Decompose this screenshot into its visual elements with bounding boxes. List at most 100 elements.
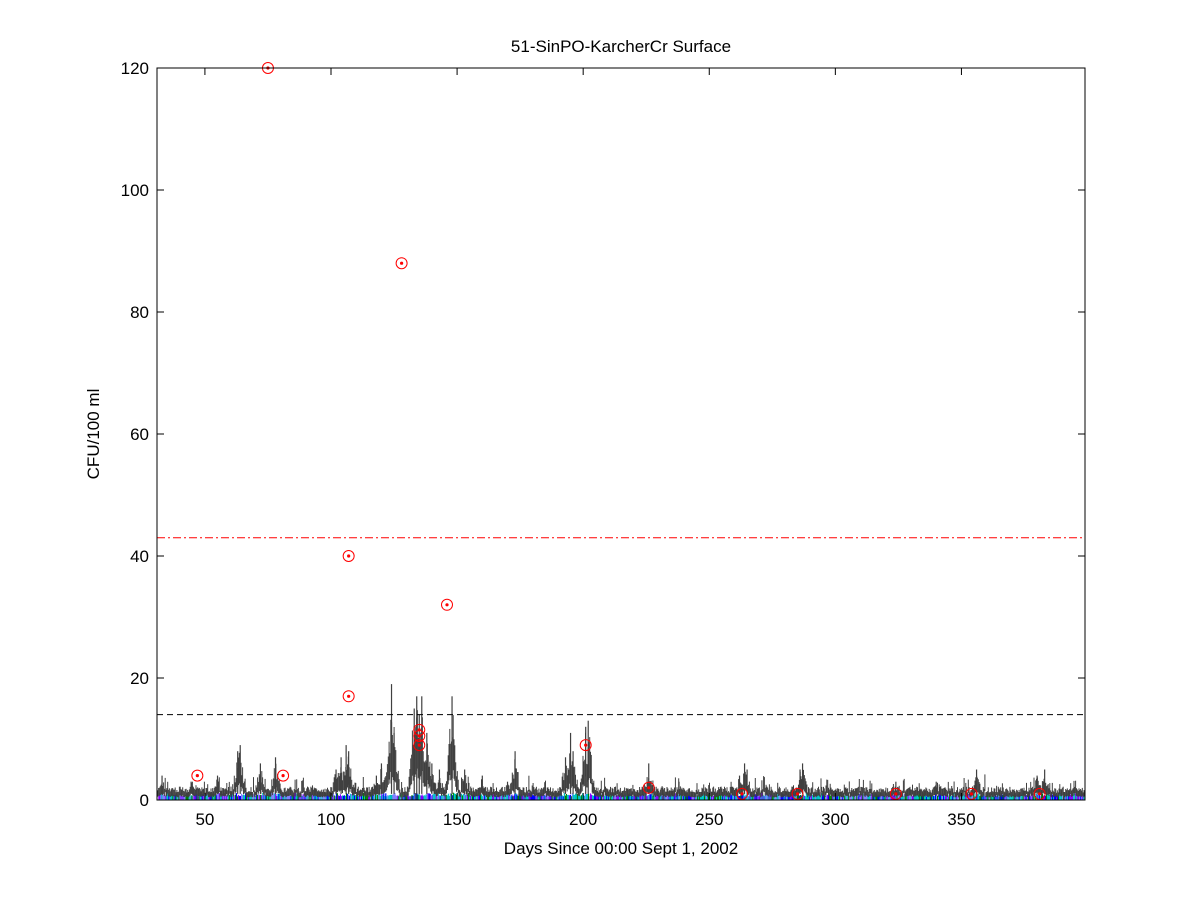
underlay-bar: [333, 795, 335, 800]
underlay-bar: [572, 794, 574, 800]
underlay-bar: [997, 793, 999, 800]
underlay-bar: [585, 794, 588, 800]
underlay-bar: [946, 794, 948, 800]
underlay-bar: [378, 794, 380, 800]
underlay-bar: [163, 795, 165, 800]
underlay-bar: [853, 794, 855, 800]
underlay-bar: [1012, 794, 1014, 800]
underlay-bar: [796, 794, 798, 800]
underlay-bar: [398, 796, 400, 800]
underlay-bar: [805, 792, 807, 800]
underlay-bar: [662, 793, 664, 800]
underlay-bar: [608, 796, 610, 800]
underlay-bar: [381, 793, 383, 800]
underlay-bar: [221, 793, 223, 800]
underlay-bar: [559, 795, 561, 800]
underlay-bar: [508, 793, 510, 800]
underlay-bar: [579, 796, 582, 800]
underlay-bar: [206, 794, 208, 800]
sample-dot: [445, 603, 449, 607]
underlay-bar: [284, 795, 286, 800]
underlay-bar: [357, 796, 359, 800]
underlay-bar: [723, 796, 725, 800]
underlay-bar: [218, 793, 220, 800]
underlay-bar: [655, 794, 657, 800]
underlay-bar: [169, 795, 171, 800]
underlay-bar: [968, 793, 970, 800]
underlay-bar: [370, 793, 372, 800]
underlay-bar: [479, 794, 481, 800]
underlay-bar: [199, 794, 201, 800]
sample-circle: [889, 787, 902, 800]
underlay-bar: [361, 795, 363, 800]
underlay-bar: [840, 796, 842, 800]
underlay-bar: [547, 793, 549, 800]
sample-dot: [417, 743, 421, 747]
underlay-bar: [240, 795, 242, 800]
underlay-bar: [560, 793, 562, 800]
sample-point: [191, 769, 204, 782]
y-tick-label: 120: [121, 59, 149, 78]
underlay-bar: [703, 793, 705, 800]
underlay-bar: [699, 795, 702, 800]
underlay-bar: [1057, 795, 1059, 800]
underlay-bar: [1047, 793, 1050, 800]
underlay-bar: [575, 794, 578, 800]
underlay-bar: [452, 792, 454, 800]
underlay-bar: [782, 794, 784, 800]
underlay-bar: [580, 795, 583, 800]
underlay-bar: [943, 793, 945, 800]
underlay-bar: [657, 794, 659, 800]
underlay-bar: [312, 793, 314, 800]
underlay-bar: [978, 793, 980, 800]
underlay-bar: [210, 795, 212, 800]
underlay-bar: [1037, 793, 1039, 800]
underlay-bar: [554, 794, 556, 800]
underlay-bar: [833, 795, 835, 800]
underlay-bar: [197, 795, 199, 800]
sample-dot: [969, 792, 974, 796]
underlay-bar: [628, 793, 630, 800]
underlay-bar: [683, 793, 685, 800]
underlay-bar: [455, 794, 457, 800]
x-tick-label: 350: [947, 810, 975, 829]
underlay-bar: [549, 795, 551, 800]
underlay-bar: [677, 794, 679, 800]
sample-point: [579, 739, 592, 752]
underlay-bar: [399, 794, 401, 800]
underlay-bar: [987, 792, 989, 800]
underlay-bar: [925, 796, 928, 800]
underlay-bar: [766, 792, 768, 800]
y-tick-label: 40: [130, 547, 149, 566]
underlay-bar: [237, 794, 240, 800]
underlay-bar: [615, 796, 617, 800]
underlay-bar: [916, 795, 918, 800]
underlay-bar: [617, 796, 619, 800]
underlay-bar: [338, 796, 340, 800]
underlay-bar: [509, 793, 511, 800]
underlay-bar: [1022, 796, 1024, 800]
underlay-bar: [720, 794, 722, 800]
model-bars: [157, 684, 1085, 800]
underlay-bar: [382, 794, 384, 800]
underlay-bar: [303, 794, 305, 800]
underlay-bar: [903, 794, 905, 800]
underlay-bar: [610, 795, 612, 800]
underlay-bar: [616, 795, 618, 800]
underlay-bar: [741, 793, 743, 800]
underlay-bar: [681, 795, 683, 800]
sample-point: [736, 787, 749, 800]
underlay-bar: [473, 793, 475, 800]
underlay-bar: [645, 794, 647, 800]
sample-circle: [395, 257, 408, 270]
underlay-bar: [728, 795, 730, 800]
underlay-bar: [1044, 795, 1047, 800]
underlay-bar: [349, 793, 352, 800]
underlay-bar: [885, 794, 887, 800]
underlay-bar: [282, 795, 284, 800]
underlay-bar: [808, 796, 811, 800]
underlay-bar: [401, 793, 403, 800]
underlay-bar: [1031, 793, 1033, 800]
underlay-bar: [222, 794, 224, 800]
